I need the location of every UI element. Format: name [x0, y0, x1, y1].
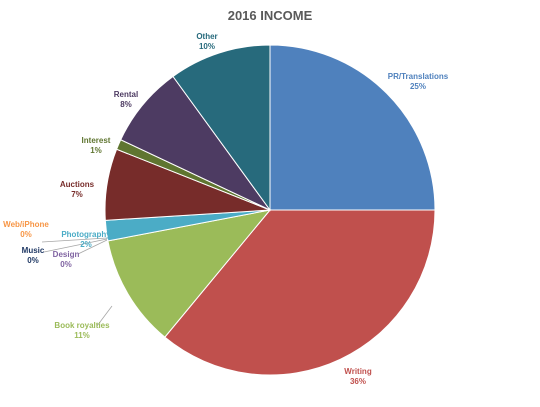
slice-percent: 0% — [27, 256, 39, 265]
slice-label-pr-translations: PR/Translations 25% — [388, 72, 448, 92]
slice-name: Interest — [81, 136, 111, 145]
slice-name: Auctions — [59, 180, 95, 189]
slice-name: Writing — [344, 367, 372, 376]
slice-label-interest: Interest 1% — [82, 136, 111, 156]
slice-label-writing: Writing 36% — [344, 367, 371, 387]
slice-label-music: Music 0% — [22, 246, 45, 266]
slice-label-auctions: Auctions 7% — [60, 180, 94, 200]
pie-slice-other — [172, 44, 271, 212]
slice-percent: 1% — [90, 146, 102, 155]
slice-name: Music — [21, 246, 45, 255]
slice-label-book-royalties: Book royalties 11% — [54, 321, 109, 341]
leader-line-music — [43, 238, 108, 253]
slice-percent: 2% — [80, 240, 92, 249]
slice-label-rental: Rental 8% — [114, 90, 138, 110]
slice-percent: 0% — [60, 260, 72, 269]
slice-name: PR/Translations — [387, 72, 449, 81]
slice-name: Design — [52, 250, 80, 259]
pie-slice-book-royalties — [107, 209, 272, 338]
slice-name: Rental — [113, 90, 139, 99]
slice-label-other: Other 10% — [196, 32, 217, 52]
leader-line-web-iphone — [41, 237, 108, 243]
slice-label-web-iphone: Web/iPhone 0% — [3, 220, 49, 240]
slice-name: Other — [196, 32, 218, 41]
slice-percent: 8% — [120, 100, 132, 109]
leader-line-book-royalties — [96, 305, 113, 327]
slice-percent: 10% — [198, 42, 215, 51]
pie-slice-pr-translations — [269, 44, 436, 211]
slice-percent: 7% — [71, 190, 83, 199]
slice-name: Photography — [61, 230, 111, 239]
slice-label-photography: Photography 2% — [61, 230, 110, 250]
slice-percent: 36% — [349, 377, 366, 386]
leader-line-design — [77, 239, 108, 255]
chart-title: 2016 INCOME — [227, 8, 313, 23]
slice-percent: 11% — [74, 331, 90, 340]
slice-percent: 0% — [20, 230, 32, 239]
slice-name: Book royalties — [54, 321, 110, 330]
slice-label-design: Design 0% — [53, 250, 80, 270]
slice-percent: 25% — [409, 82, 426, 91]
slice-name: Web/iPhone — [3, 220, 49, 229]
pie-slice-writing — [164, 209, 436, 376]
